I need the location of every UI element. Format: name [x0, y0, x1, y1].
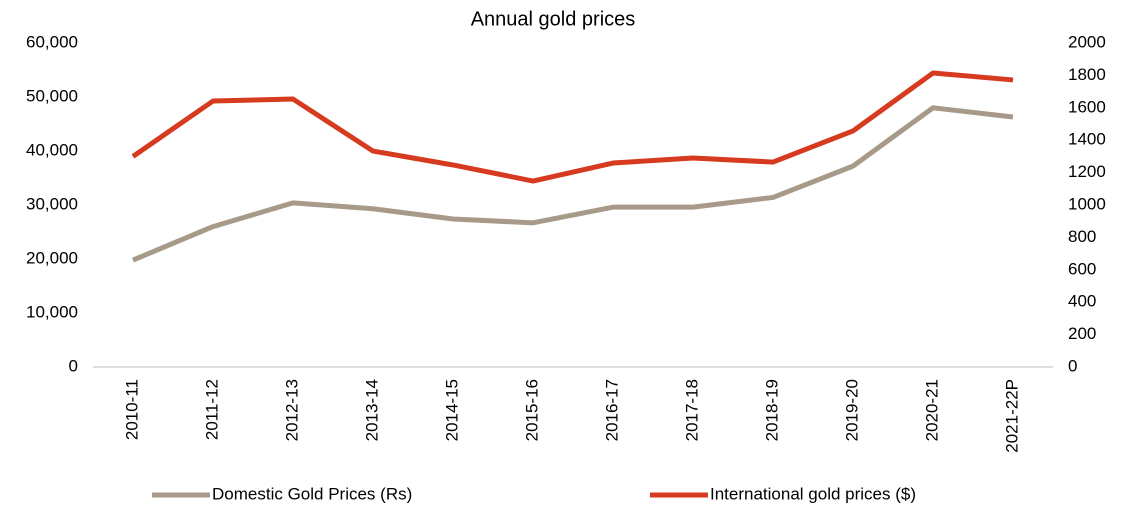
x-tick-label: 2011-12 [202, 379, 221, 440]
y2-tick-label: 1200 [1068, 162, 1106, 181]
x-tick-label: 2020-21 [922, 379, 941, 441]
y-tick-label: 0 [69, 356, 78, 375]
series-line [132, 105, 1014, 263]
x-tick-label: 2013-14 [362, 379, 381, 441]
chart-title: Annual gold prices [471, 8, 636, 30]
x-tick-label: 2012-13 [282, 379, 301, 441]
y-tick-label: 20,000 [26, 248, 78, 267]
x-tick-label: 2015-16 [522, 379, 541, 441]
y-tick-label: 10,000 [26, 302, 78, 321]
y-tick-label: 60,000 [26, 32, 78, 51]
x-tick-label: 2017-18 [682, 379, 701, 441]
x-tick-label: 2010-11 [122, 379, 141, 440]
x-tick-label: 2016-17 [602, 379, 621, 441]
legend-label: Domestic Gold Prices (Rs) [212, 484, 412, 503]
y2-tick-label: 2000 [1068, 32, 1106, 51]
y2-tick-label: 400 [1068, 292, 1096, 311]
y-tick-label: 30,000 [26, 194, 78, 213]
x-tick-label: 2021-22P [1002, 379, 1021, 453]
y-tick-label: 50,000 [26, 86, 78, 105]
x-tick-label: 2019-20 [842, 379, 861, 441]
x-tick-label: 2018-19 [762, 379, 781, 441]
y-tick-label: 40,000 [26, 140, 78, 159]
y2-tick-label: 1400 [1068, 130, 1106, 149]
legend-label: International gold prices ($) [710, 484, 916, 503]
y2-tick-label: 800 [1068, 227, 1096, 246]
series-line [131, 70, 1014, 184]
y2-tick-label: 1600 [1068, 97, 1106, 116]
x-tick-label: 2014-15 [442, 379, 461, 441]
y2-tick-label: 600 [1068, 259, 1096, 278]
y2-tick-label: 0 [1068, 356, 1077, 375]
y2-tick-label: 1000 [1068, 194, 1106, 213]
y2-tick-label: 1800 [1068, 65, 1106, 84]
y2-tick-label: 200 [1068, 324, 1096, 343]
